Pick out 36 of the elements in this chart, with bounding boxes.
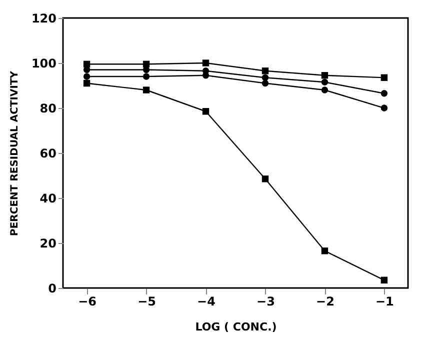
point	[262, 74, 269, 81]
point	[142, 86, 150, 94]
x-tick-label: −3	[256, 294, 275, 308]
point	[380, 276, 388, 284]
x-tick-label: −2	[316, 294, 334, 308]
point	[142, 73, 150, 80]
x-tick-label: −1	[376, 294, 394, 308]
point	[202, 108, 210, 115]
point	[321, 72, 328, 79]
x-tick-label: −4	[197, 294, 216, 308]
y-tick-label: 0	[48, 282, 56, 296]
point	[202, 60, 210, 66]
point	[380, 90, 388, 97]
y-tick-label: 20	[40, 236, 56, 250]
point	[321, 78, 328, 86]
x-axis-title: LOG ( CONC.)	[195, 320, 277, 334]
point	[380, 74, 388, 81]
point	[262, 68, 269, 74]
point	[262, 80, 269, 87]
y-tick-label: 40	[40, 192, 56, 206]
point	[83, 66, 90, 74]
y-tick-label: 100	[31, 56, 56, 70]
point	[202, 72, 210, 79]
y-tick-label: 60	[40, 146, 56, 160]
point	[380, 104, 388, 112]
point	[83, 80, 90, 87]
x-tick-label: −5	[138, 294, 156, 308]
point	[321, 248, 328, 254]
point	[142, 66, 150, 74]
point	[262, 176, 269, 182]
point	[83, 73, 90, 80]
point	[321, 86, 328, 94]
x-tick-label: −6	[78, 294, 96, 308]
y-axis-title: PERCENT RESIDUAL ACTIVITY	[9, 70, 20, 236]
y-tick-label: 120	[31, 12, 56, 26]
y-tick-label: 80	[40, 102, 56, 116]
